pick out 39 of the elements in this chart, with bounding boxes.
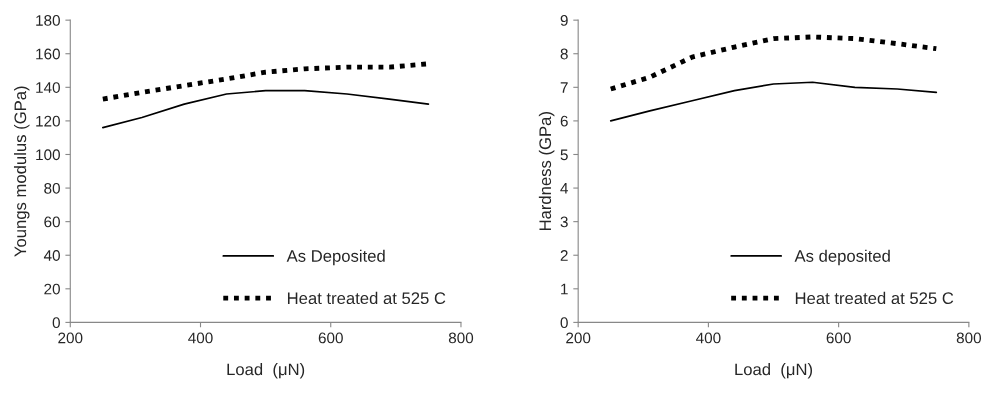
y-tick-label: 4: [560, 183, 568, 194]
y-tick-label: 6: [560, 115, 568, 127]
legend-label: Heat treated at 525 C: [287, 291, 446, 305]
y-tick-label: 0: [560, 317, 568, 329]
x-tick-label: 800: [956, 332, 982, 344]
y-tick-label: 0: [52, 317, 60, 329]
y-tick-label: 3: [560, 216, 568, 228]
x-tick-label: 600: [318, 332, 343, 344]
y-tick-label: 2: [560, 250, 568, 261]
y-tick-label: 7: [560, 82, 568, 93]
y-axis-title: Youngs modulus (GPa): [13, 86, 30, 257]
y-tick-label: 9: [560, 15, 568, 26]
legend-label: As Deposited: [286, 249, 385, 266]
y-tick-label: 140: [36, 82, 60, 93]
y-tick-label: 100: [36, 149, 60, 161]
x-tick-label: 200: [58, 332, 83, 344]
y-tick-label: 8: [560, 48, 568, 60]
y-tick-label: 160: [36, 48, 60, 60]
y-tick-label: 80: [44, 182, 60, 194]
line-series: [609, 81, 938, 122]
line-series: [102, 89, 430, 129]
x-axis-title: Load (μN): [735, 363, 813, 379]
y-axis-title: Hardness (GPa): [538, 112, 555, 231]
x-tick-label: 800: [448, 332, 474, 344]
legend-label: Heat treated at 525 C: [795, 291, 954, 305]
x-axis-title: Load (μN): [227, 363, 305, 379]
x-tick-label: 400: [188, 332, 213, 344]
x-tick-label: 400: [696, 332, 721, 344]
y-tick-label: 60: [44, 216, 60, 228]
y-tick-label: 180: [36, 15, 60, 26]
y-tick-label: 20: [44, 283, 60, 295]
y-tick-label: 40: [43, 250, 60, 261]
legend-label: As deposited: [794, 249, 890, 266]
line-series: [608, 34, 939, 92]
x-tick-label: 200: [566, 332, 591, 344]
y-tick-label: 1: [561, 283, 568, 295]
x-tick-label: 600: [826, 332, 851, 344]
y-tick-label: 5: [560, 149, 568, 161]
y-tick-label: 120: [36, 115, 60, 127]
